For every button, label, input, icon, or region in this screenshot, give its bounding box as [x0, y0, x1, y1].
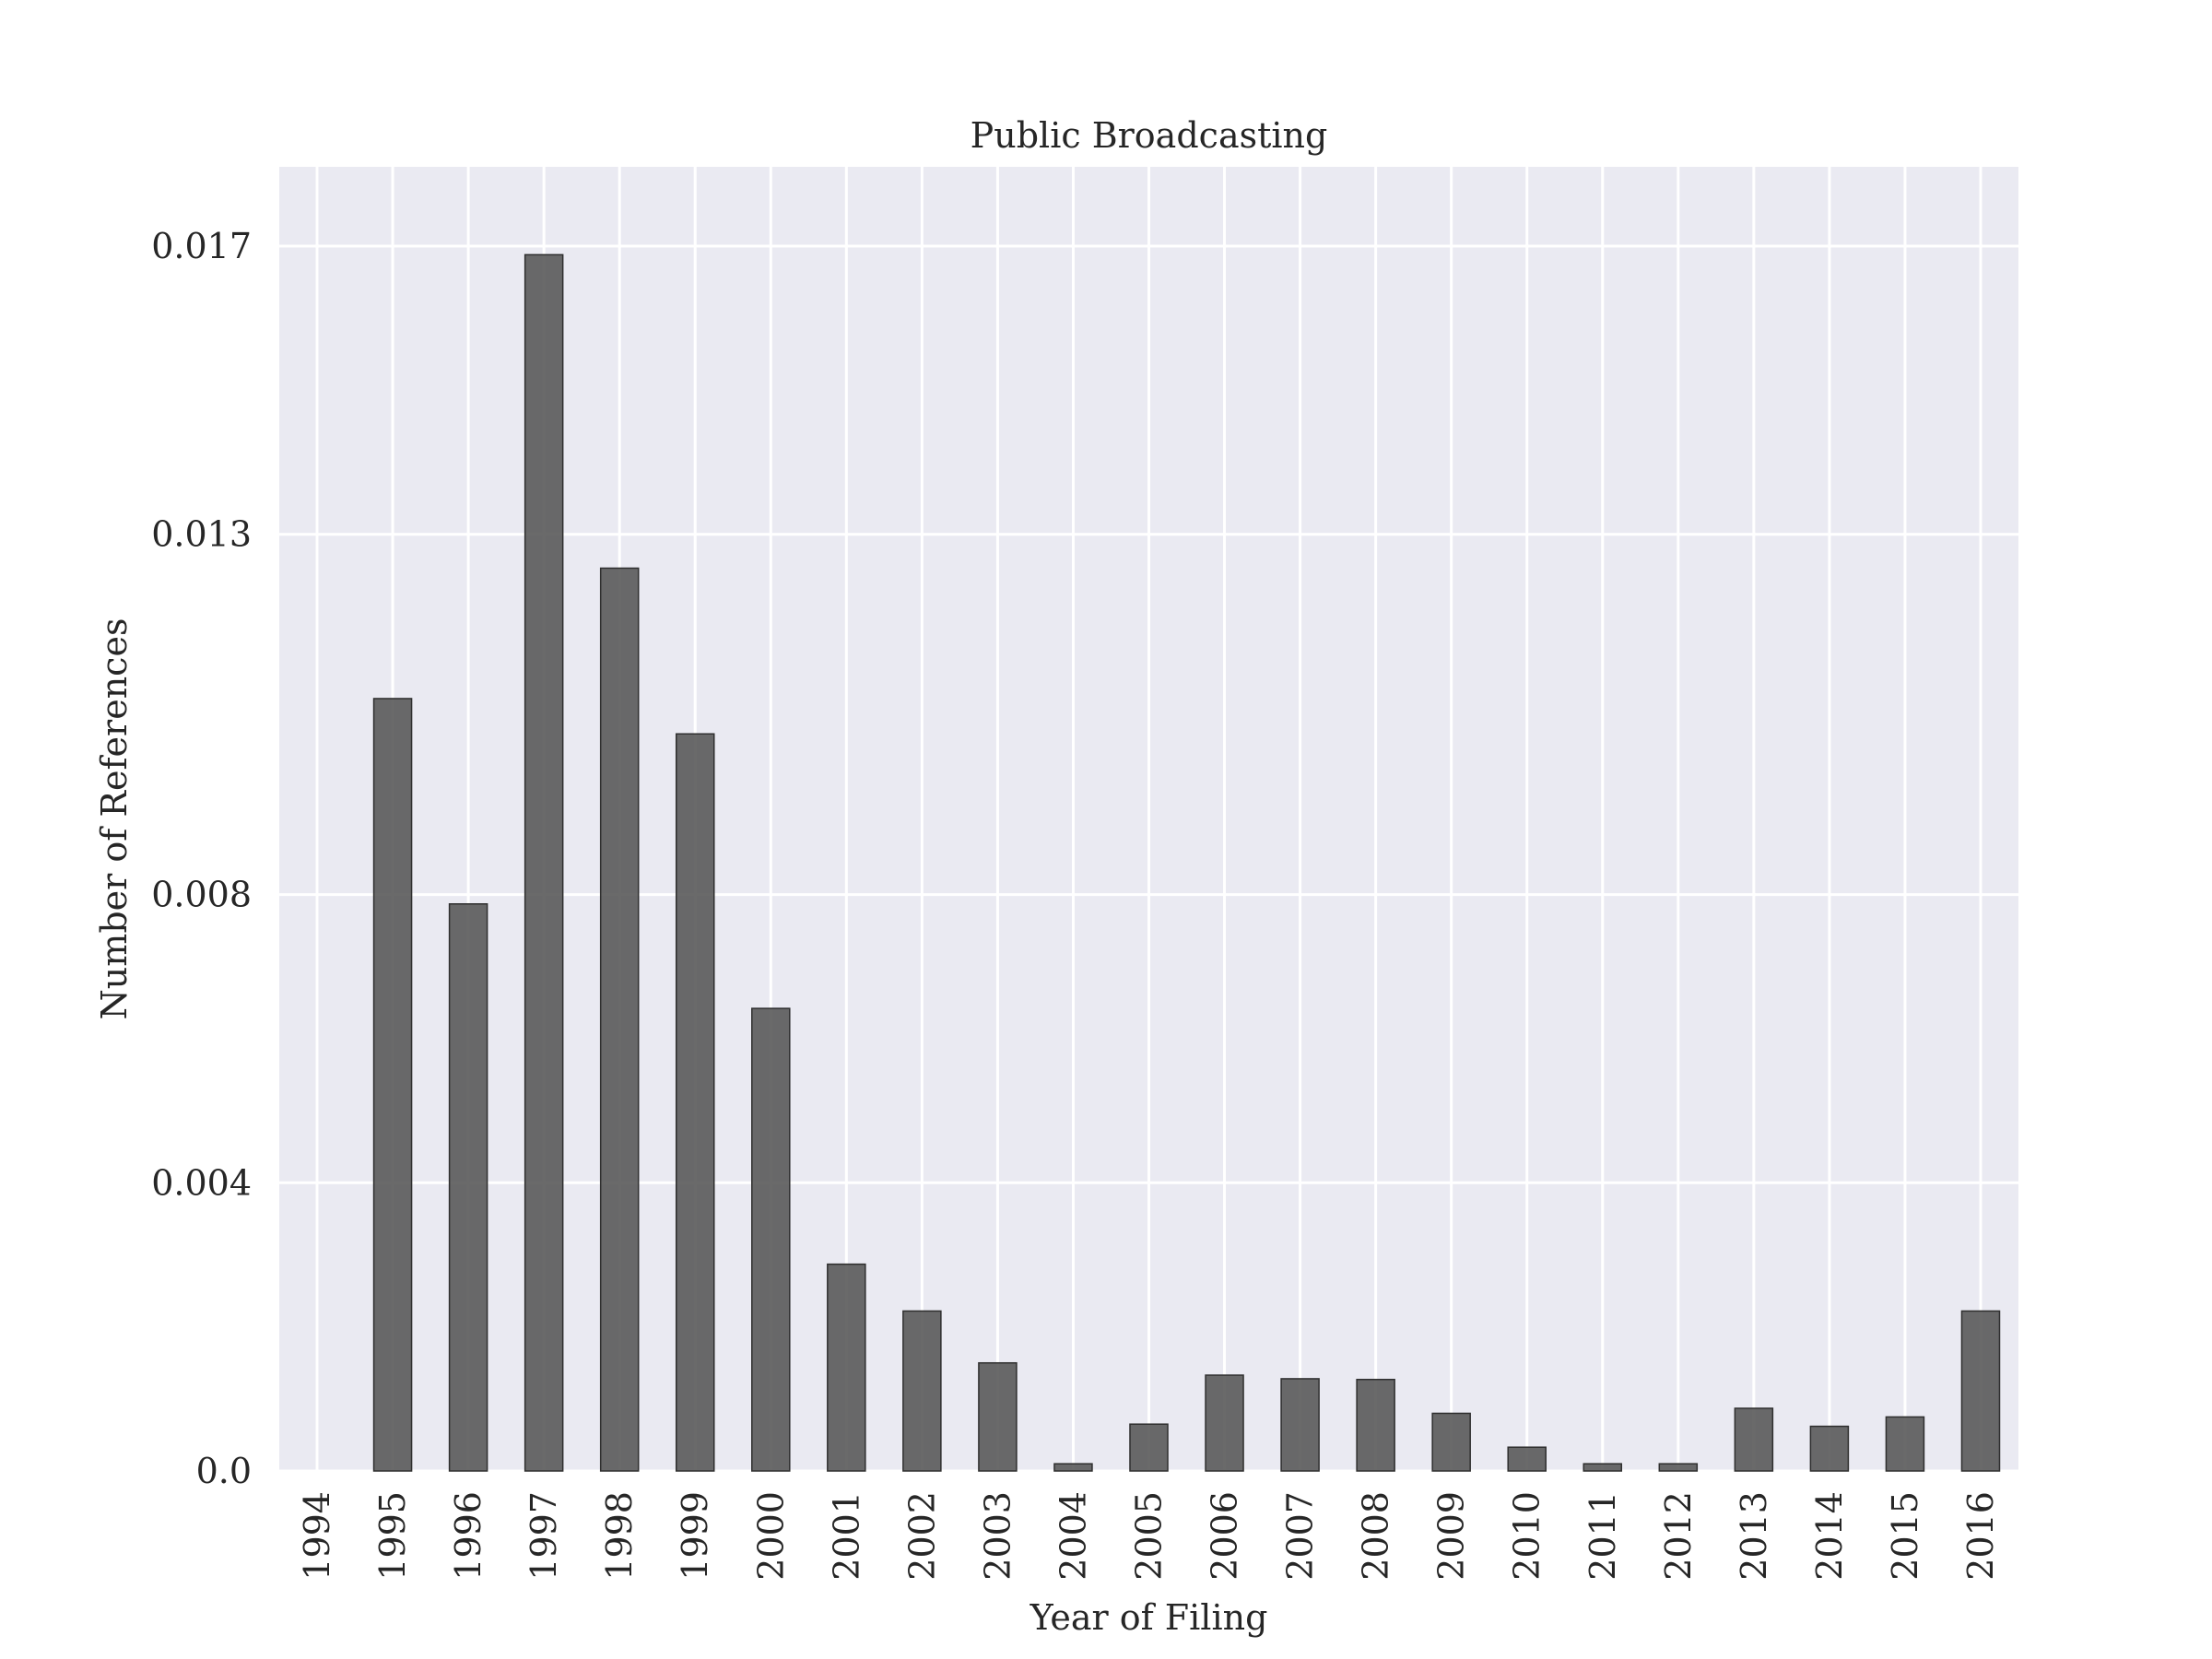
x-tick-label: 2003	[977, 1491, 1018, 1581]
x-tick-label: 2014	[1809, 1491, 1850, 1581]
y-axis-ticks: 0.0 0.004 0.008 0.013 0.017	[151, 226, 252, 1491]
x-axis-ticks: 1994 1995 1996 1997 1998 1999 2000 2001 2002 2003…	[297, 1491, 2001, 1581]
x-tick-label: 1994	[297, 1491, 337, 1581]
bar-2008	[1356, 1378, 1395, 1472]
x-tick-label: 1998	[599, 1491, 640, 1581]
bar-2004	[1053, 1463, 1093, 1472]
bar-2015	[1885, 1416, 1925, 1472]
bar-1997	[524, 253, 564, 1472]
chart-title: Public Broadcasting	[971, 115, 1328, 156]
y-tick-label: 0.0	[196, 1451, 252, 1491]
y-tick-label: 0.008	[151, 875, 252, 915]
bar-2009	[1431, 1412, 1471, 1472]
bar-2001	[827, 1263, 866, 1472]
x-tick-label: 2012	[1658, 1491, 1699, 1581]
x-tick-label: 2008	[1356, 1491, 1396, 1581]
bar-1996	[448, 902, 488, 1472]
y-tick-label: 0.013	[151, 514, 252, 555]
x-tick-label: 1997	[524, 1491, 564, 1581]
x-tick-label: 2006	[1205, 1491, 1245, 1581]
x-tick-label: 2009	[1431, 1491, 1472, 1581]
bar-2011	[1583, 1463, 1623, 1472]
x-tick-label: 2010	[1507, 1491, 1547, 1581]
bar-2014	[1809, 1425, 1850, 1472]
bar-2006	[1205, 1374, 1244, 1472]
y-tick-label: 0.004	[151, 1162, 252, 1203]
x-tick-label: 2001	[826, 1491, 866, 1581]
x-tick-label: 2013	[1734, 1491, 1774, 1581]
x-tick-label: 2002	[901, 1491, 942, 1581]
x-tick-label: 2007	[1280, 1491, 1321, 1581]
x-tick-label: 1996	[448, 1491, 488, 1581]
x-tick-label: 2000	[750, 1491, 791, 1581]
bars	[372, 253, 2001, 1472]
x-tick-label: 1999	[675, 1491, 715, 1581]
bar-2005	[1129, 1423, 1169, 1472]
bar-1998	[599, 567, 640, 1472]
bar-2016	[1960, 1310, 2001, 1472]
x-tick-label: 2004	[1053, 1491, 1093, 1581]
x-tick-label: 2011	[1583, 1491, 1623, 1581]
bar-2002	[902, 1310, 942, 1472]
x-tick-label: 2005	[1129, 1491, 1170, 1581]
bar-2013	[1734, 1407, 1774, 1472]
x-tick-label: 2016	[1960, 1491, 2001, 1581]
x-axis-title: Year of Filing	[1030, 1597, 1268, 1638]
bar-1999	[675, 733, 715, 1472]
x-tick-label: 1995	[372, 1491, 413, 1581]
bar-1995	[372, 698, 413, 1472]
grid-lines	[279, 167, 2018, 1473]
bar-2012	[1658, 1463, 1699, 1472]
bar-2007	[1280, 1378, 1320, 1472]
x-tick-label: 2015	[1885, 1491, 1925, 1581]
bar-2010	[1507, 1446, 1547, 1472]
y-tick-label: 0.017	[151, 226, 252, 266]
y-axis-title: Number of References	[94, 618, 135, 1020]
bar-2000	[751, 1007, 791, 1472]
bar-2003	[978, 1361, 1018, 1472]
